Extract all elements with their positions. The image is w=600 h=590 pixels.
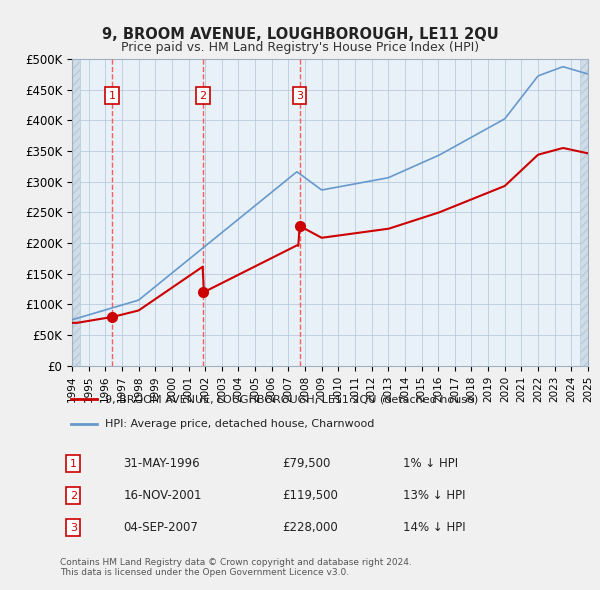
Text: £119,500: £119,500	[282, 489, 338, 502]
Text: 16-NOV-2001: 16-NOV-2001	[124, 489, 202, 502]
Text: 14% ↓ HPI: 14% ↓ HPI	[403, 521, 466, 534]
Text: 1: 1	[70, 458, 77, 468]
Text: £79,500: £79,500	[282, 457, 330, 470]
Text: Contains HM Land Registry data © Crown copyright and database right 2024.
This d: Contains HM Land Registry data © Crown c…	[60, 558, 412, 577]
Text: £228,000: £228,000	[282, 521, 338, 534]
Text: 1% ↓ HPI: 1% ↓ HPI	[403, 457, 458, 470]
Text: 3: 3	[70, 523, 77, 533]
Text: 3: 3	[296, 91, 303, 101]
Text: 04-SEP-2007: 04-SEP-2007	[124, 521, 198, 534]
Text: 9, BROOM AVENUE, LOUGHBOROUGH, LE11 2QU: 9, BROOM AVENUE, LOUGHBOROUGH, LE11 2QU	[101, 27, 499, 41]
Text: 2: 2	[70, 491, 77, 500]
Text: 1: 1	[109, 91, 116, 101]
Text: HPI: Average price, detached house, Charnwood: HPI: Average price, detached house, Char…	[105, 419, 374, 429]
Text: 31-MAY-1996: 31-MAY-1996	[124, 457, 200, 470]
Text: 13% ↓ HPI: 13% ↓ HPI	[403, 489, 466, 502]
Text: 9, BROOM AVENUE, LOUGHBOROUGH, LE11 2QU (detached house): 9, BROOM AVENUE, LOUGHBOROUGH, LE11 2QU …	[105, 394, 478, 404]
Bar	[72, 59, 80, 366]
Text: 2: 2	[200, 91, 207, 101]
Text: Price paid vs. HM Land Registry's House Price Index (HPI): Price paid vs. HM Land Registry's House …	[121, 41, 479, 54]
Bar	[580, 59, 588, 366]
